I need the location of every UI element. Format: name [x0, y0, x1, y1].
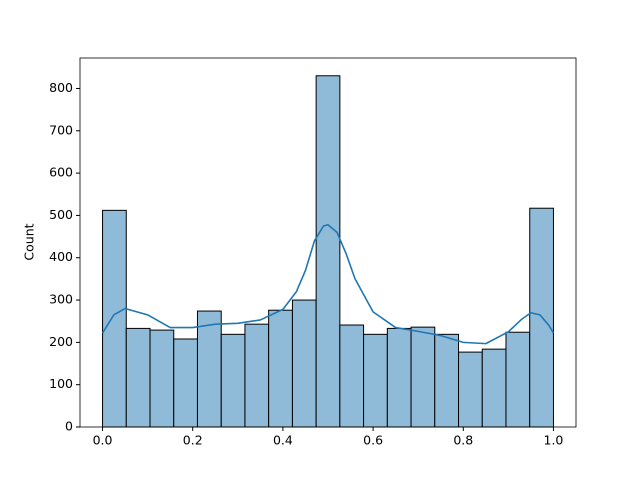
bar — [125, 327, 151, 428]
kde-line — [101, 223, 555, 345]
y-tick-label: 100 — [49, 376, 73, 391]
bar — [363, 333, 388, 428]
x-tick-label: 1.0 — [544, 433, 564, 448]
bar — [244, 323, 270, 428]
x-tick-label: 0.2 — [183, 433, 203, 448]
bar — [458, 351, 483, 428]
bar — [339, 324, 365, 428]
bar — [505, 331, 531, 428]
y-tick-label: 500 — [49, 207, 73, 222]
bar — [149, 329, 175, 428]
bar — [315, 75, 341, 428]
bar — [196, 310, 222, 428]
y-tick-label: 0 — [65, 419, 73, 434]
bar — [268, 309, 293, 428]
y-tick-label: 700 — [49, 122, 73, 137]
bar — [173, 338, 198, 428]
bar — [410, 326, 436, 428]
y-tick-label: 200 — [49, 334, 73, 349]
plot-frame — [79, 57, 577, 428]
y-axis-label: Count — [22, 223, 37, 260]
bar — [386, 327, 412, 428]
x-tick-label: 0.0 — [93, 433, 113, 448]
y-tick-label: 800 — [49, 80, 73, 95]
x-tick-label: 0.8 — [453, 433, 473, 448]
bar — [434, 333, 460, 428]
y-tick-label: 600 — [49, 165, 73, 180]
bar — [481, 348, 507, 428]
x-tick-label: 0.6 — [363, 433, 383, 448]
y-tick-label: 300 — [49, 292, 73, 307]
bar — [102, 209, 127, 428]
bar — [220, 333, 246, 428]
x-tick-label: 0.4 — [273, 433, 293, 448]
y-tick-label: 400 — [49, 249, 73, 264]
bar — [291, 299, 317, 428]
